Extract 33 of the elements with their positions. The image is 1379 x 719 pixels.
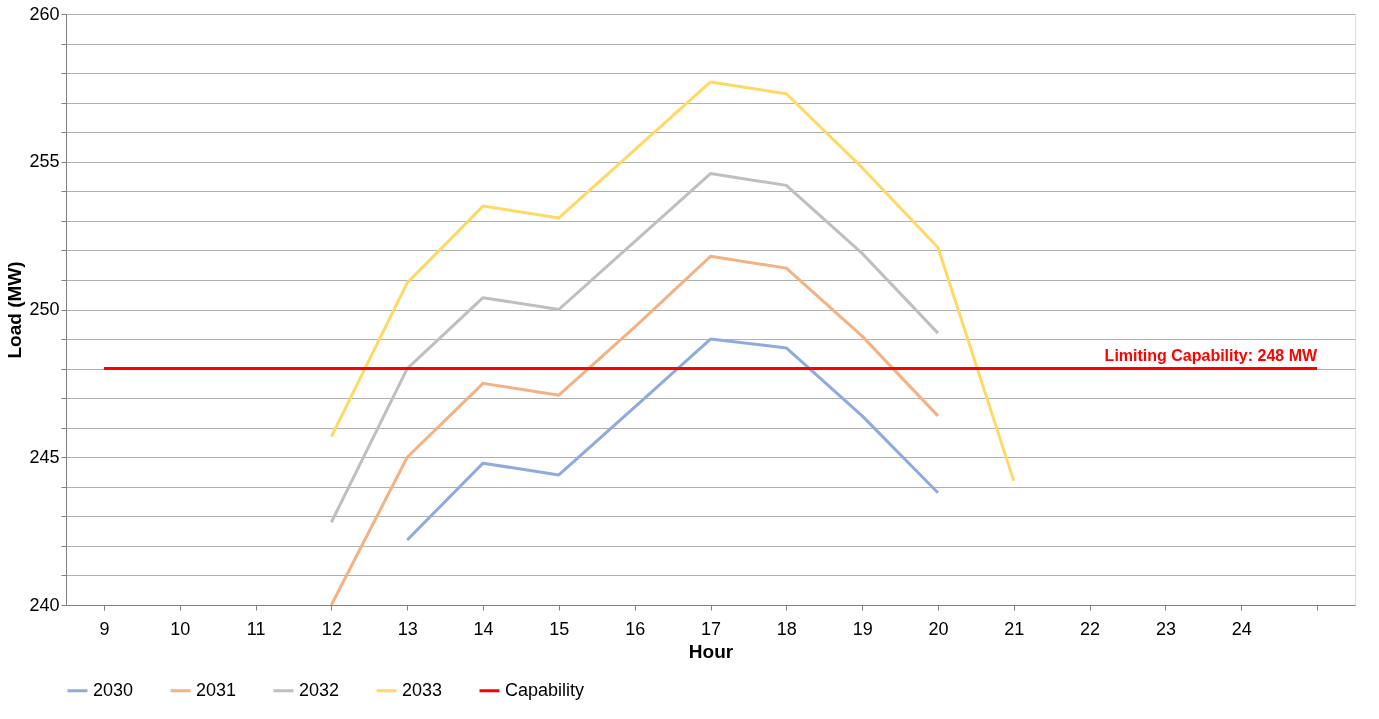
x-tick-label: 11 xyxy=(246,618,266,639)
legend-label: 2030 xyxy=(93,679,134,700)
x-tick-label: 23 xyxy=(1155,618,1176,639)
x-tick-label: 10 xyxy=(170,618,191,639)
y-tick-label: 245 xyxy=(29,446,60,467)
x-tick-label: 21 xyxy=(1004,618,1025,639)
x-tick-label: 18 xyxy=(776,618,797,639)
y-axis-title: Load (MW) xyxy=(4,261,26,359)
x-tick-label: 20 xyxy=(928,618,949,639)
x-tick-label: 19 xyxy=(852,618,873,639)
legend-label: 2033 xyxy=(402,679,443,700)
x-tick-label: 9 xyxy=(99,618,110,639)
y-tick-label: 250 xyxy=(29,299,60,319)
x-axis-title: Hour xyxy=(688,640,734,662)
x-tick-label: 15 xyxy=(549,618,570,639)
x-tick-label: 14 xyxy=(473,618,494,639)
x-tick-label: 12 xyxy=(321,618,342,639)
x-tick-label: 16 xyxy=(625,618,646,639)
legend-label: 2031 xyxy=(196,679,237,700)
legend-label: 2032 xyxy=(299,679,340,700)
y-tick-label: 255 xyxy=(29,151,60,172)
line-series xyxy=(329,80,1016,483)
line-series xyxy=(329,254,940,605)
line-series xyxy=(329,172,940,524)
x-tick-label: 24 xyxy=(1231,618,1252,639)
legend-label: Capability xyxy=(505,679,585,700)
x-tick-label: 13 xyxy=(397,618,418,639)
annotation: Limiting Capability: 248 MW xyxy=(1104,346,1318,364)
x-tick-label: 17 xyxy=(700,618,722,639)
y-tick-label: 260 xyxy=(29,3,60,24)
x-tick-label: 22 xyxy=(1080,618,1101,639)
y-tick-label: 240 xyxy=(29,594,60,615)
line-series xyxy=(405,337,940,542)
